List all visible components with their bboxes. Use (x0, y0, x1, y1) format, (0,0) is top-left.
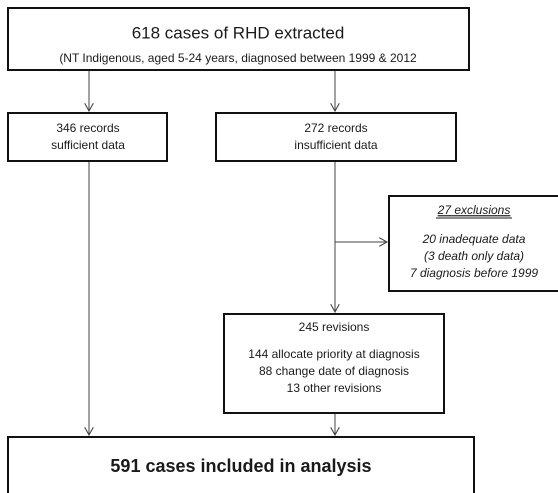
box-text: 7 diagnosis before 1999 (410, 266, 538, 280)
box (7, 112, 168, 162)
box-title: 618 cases of RHD extracted (132, 23, 345, 42)
box-title: 245 revisions (299, 320, 370, 334)
box (388, 195, 558, 292)
box-text: 20 inadequate data (422, 232, 526, 246)
box-text: (3 death only data) (424, 249, 524, 263)
box-text: (NT Indigenous, aged 5-24 years, diagnos… (59, 51, 417, 65)
box (215, 112, 457, 162)
box-text: 144 allocate priority at diagnosis (248, 347, 419, 361)
box-title: 27 exclusions (437, 203, 511, 217)
box-text: sufficient data (51, 138, 125, 152)
box-text: insufficient data (294, 138, 377, 152)
box (7, 436, 475, 493)
box-text: 13 other revisions (287, 381, 382, 395)
box-text: 88 change date of diagnosis (259, 364, 409, 378)
box (7, 7, 470, 71)
box-title: 591 cases included in analysis (110, 456, 371, 476)
box-text: 346 records (56, 121, 119, 135)
box (223, 313, 445, 414)
box-text: 272 records (304, 121, 367, 135)
